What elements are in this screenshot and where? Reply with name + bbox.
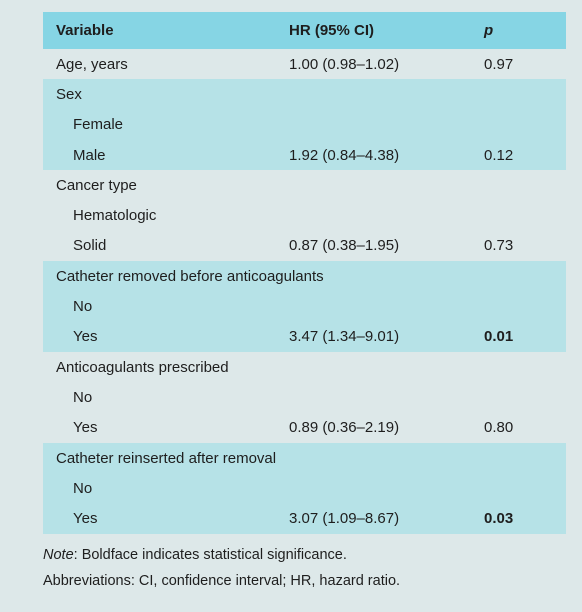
group-age: Age, years 1.00 (0.98–1.02) 0.97 — [43, 49, 566, 79]
table-row: Hematologic — [43, 200, 566, 230]
cell-p: 0.97 — [484, 55, 514, 73]
header-hr: HR (95% CI) — [289, 22, 375, 39]
group-anticoagulants: Anticoagulants prescribed No Yes 0.89 (0… — [43, 352, 566, 443]
table-row: Catheter removed before anticoagulants — [43, 261, 566, 291]
table-footnotes: Note: Boldface indicates statistical sig… — [43, 542, 400, 594]
header-p: p — [484, 22, 494, 39]
cell-variable: Yes — [73, 419, 98, 437]
cell-variable: Anticoagulants prescribed — [56, 358, 229, 376]
cell-hr: 3.07 (1.09–8.67) — [289, 510, 400, 528]
table-header: Variable HR (95% CI) p — [43, 12, 566, 49]
cell-variable: Yes — [73, 510, 98, 528]
note-label: Note — [43, 547, 74, 563]
cell-hr: 0.87 (0.38–1.95) — [289, 237, 400, 255]
cell-hr: 0.89 (0.36–2.19) — [289, 419, 400, 437]
cell-variable: Female — [73, 116, 124, 134]
table-row: No — [43, 473, 566, 503]
table-row: Sex — [43, 79, 566, 109]
cell-p-significant: 0.03 — [484, 510, 514, 528]
group-cancer-type: Cancer type Hematologic Solid 0.87 (0.38… — [43, 170, 566, 261]
table-row: Female — [43, 110, 566, 140]
cell-variable: Yes — [73, 328, 98, 346]
group-sex: Sex Female Male 1.92 (0.84–4.38) 0.12 — [43, 79, 566, 171]
cell-p: 0.73 — [484, 237, 514, 255]
abbreviations-line: Abbreviations: CI, confidence interval; … — [43, 573, 401, 589]
note-text: : Boldface indicates statistical signifi… — [73, 547, 347, 563]
table-row: No — [43, 291, 566, 321]
cell-variable: Solid — [73, 237, 107, 255]
cell-variable: Age, years — [56, 55, 128, 73]
table-row: Male 1.92 (0.84–4.38) 0.12 — [43, 140, 566, 170]
cell-hr: 1.92 (0.84–4.38) — [289, 146, 400, 164]
cell-hr: 3.47 (1.34–9.01) — [289, 328, 400, 346]
cell-p-significant: 0.01 — [484, 328, 514, 346]
table-row: Yes 0.89 (0.36–2.19) 0.80 — [43, 413, 566, 443]
table-row: Age, years 1.00 (0.98–1.02) 0.97 — [43, 49, 566, 79]
group-catheter-reinserted: Catheter reinserted after removal No Yes… — [43, 442, 566, 534]
cell-p: 0.12 — [484, 146, 514, 164]
results-table: Variable HR (95% CI) p Age, years 1.00 (… — [43, 12, 566, 534]
group-catheter-removed: Catheter removed before anticoagulants N… — [43, 261, 566, 352]
cell-variable: No — [73, 388, 93, 406]
cell-p: 0.80 — [484, 419, 514, 437]
table-row: Yes 3.47 (1.34–9.01) 0.01 — [43, 322, 566, 352]
cell-variable: No — [73, 298, 93, 316]
note-line: Note: Boldface indicates statistical sig… — [43, 542, 400, 568]
cell-variable: Hematologic — [73, 207, 157, 225]
table-row: Cancer type — [43, 170, 566, 200]
table-row: No — [43, 382, 566, 412]
cell-variable: No — [73, 479, 93, 497]
cell-hr: 1.00 (0.98–1.02) — [289, 55, 400, 73]
cell-variable: Male — [73, 146, 106, 164]
cell-variable: Catheter removed before anticoagulants — [56, 267, 324, 285]
header-variable: Variable — [56, 22, 114, 39]
cell-variable: Sex — [56, 85, 82, 103]
table-row: Solid 0.87 (0.38–1.95) 0.73 — [43, 231, 566, 261]
table-row: Yes 3.07 (1.09–8.67) 0.03 — [43, 503, 566, 533]
cell-variable: Catheter reinserted after removal — [56, 449, 277, 467]
table-row: Catheter reinserted after removal — [43, 443, 566, 473]
table-row: Anticoagulants prescribed — [43, 352, 566, 382]
cell-variable: Cancer type — [56, 176, 137, 194]
